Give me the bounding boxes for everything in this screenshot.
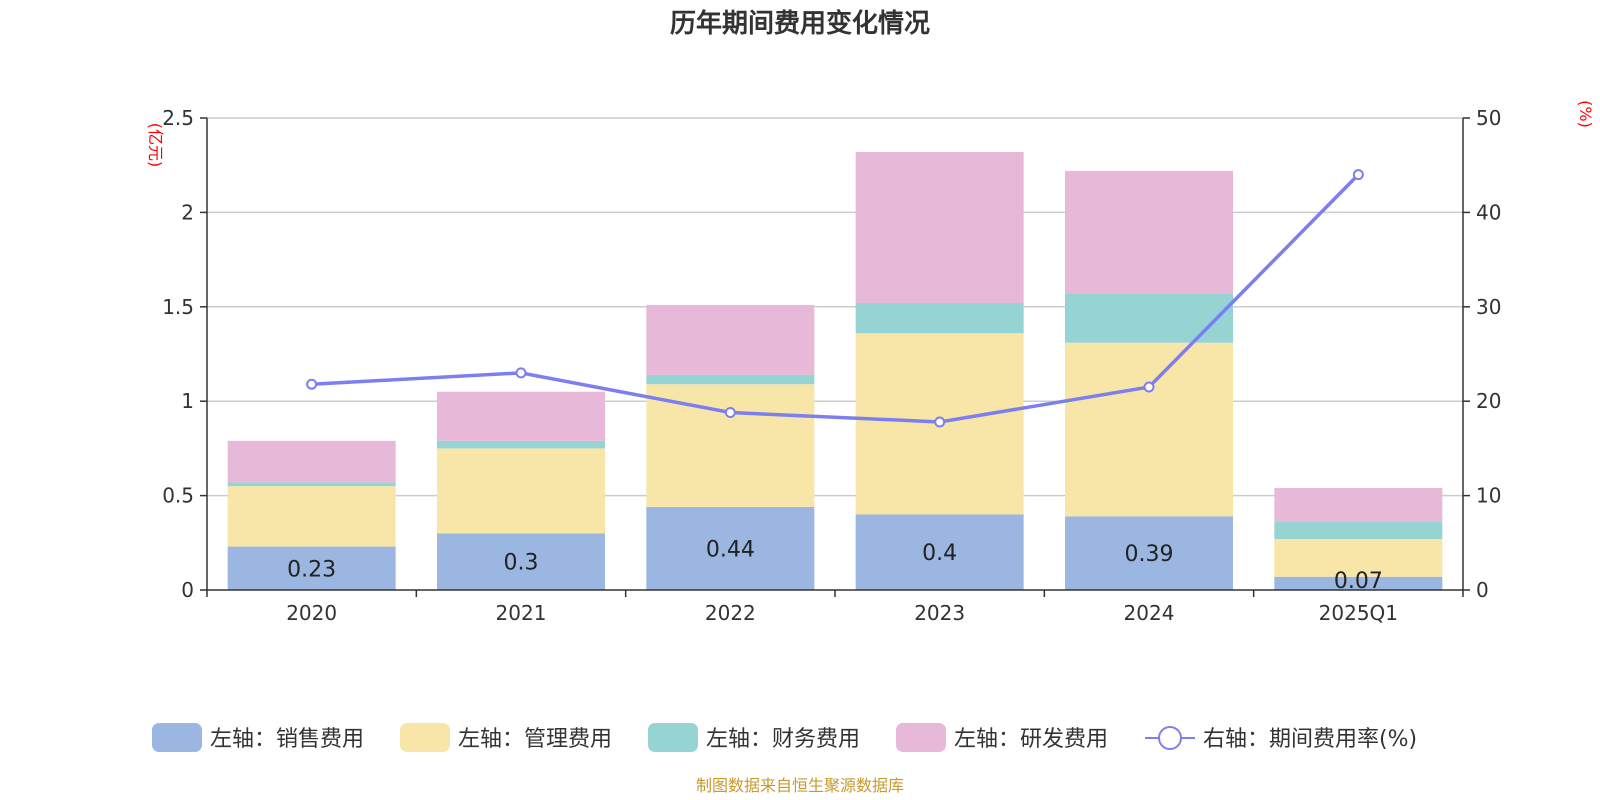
rate-line-point	[1143, 381, 1155, 393]
bar-2021-series-1	[437, 448, 605, 534]
bar-2021-series-3	[437, 391, 605, 441]
bars	[227, 151, 1443, 590]
bar-2021-series-2	[437, 440, 605, 449]
bar-2024-series-3	[1065, 170, 1233, 294]
data-label: 0.39	[1125, 542, 1174, 567]
legend-label-2: 左轴：财务费用	[706, 727, 860, 752]
bar-2022-series-0	[646, 506, 815, 590]
bar-2024-series-2	[1065, 293, 1233, 343]
left-tick-label: 2	[181, 200, 194, 224]
bar-2025Q1-series-3	[1274, 488, 1443, 523]
right-tick-label: 30	[1476, 295, 1501, 319]
right-tick-label: 0	[1476, 578, 1489, 602]
axes: 0 0.5 1 1.5 2 2.5 0 10 20 30 40 50 2020 2021 2022 2023 2…	[162, 106, 1501, 625]
left-tick-label: 1.5	[162, 295, 194, 319]
right-tick-label: 20	[1476, 389, 1501, 413]
x-tick-label: 2020	[286, 601, 337, 625]
bar-2023-series-2	[855, 303, 1024, 334]
left-tick-label: 0	[181, 578, 194, 602]
bar-2022-series-1	[646, 384, 815, 507]
rate-line-point	[934, 416, 946, 428]
x-tick-label: 2024	[1124, 601, 1175, 625]
legend-swatch-2	[648, 723, 698, 752]
right-tick-label: 40	[1476, 200, 1501, 224]
legend-label-3: 左轴：研发费用	[954, 727, 1108, 752]
rate-line-point	[1352, 169, 1364, 181]
left-tick-label: 1	[181, 389, 194, 413]
x-tick-label: 2022	[705, 601, 756, 625]
legend: 左轴：销售费用 左轴：管理费用 左轴：财务费用 左轴：研发费用 右轴：期间费用率(%)	[152, 723, 1417, 752]
x-tick-label: 2021	[496, 601, 547, 625]
bar-2025Q1-series-2	[1274, 522, 1443, 540]
chart-title: 历年期间费用变化情况	[670, 8, 930, 39]
data-label: 0.4	[922, 541, 957, 566]
data-label: 0.44	[706, 537, 755, 562]
bar-2023-series-0	[855, 514, 1024, 590]
bar-2020-series-3	[227, 440, 396, 483]
legend-swatch-0	[152, 723, 202, 752]
data-label: 0.3	[504, 551, 539, 576]
legend-swatch-3	[896, 723, 946, 752]
bar-2023-series-3	[855, 151, 1024, 304]
legend-label-1: 左轴：管理费用	[458, 727, 612, 752]
right-tick-label: 10	[1476, 484, 1501, 508]
grid-lines	[207, 117, 1463, 497]
bar-2020-series-1	[227, 486, 396, 547]
rate-line-point	[515, 367, 527, 379]
legend-marker-icon	[1158, 726, 1182, 750]
legend-swatch-1	[400, 723, 450, 752]
rate-line-path	[311, 173, 1360, 424]
x-tick-label: 2025Q1	[1319, 601, 1398, 625]
bar-2021-series-0	[437, 533, 605, 590]
source-note: 制图数据来自恒生聚源数据库	[696, 776, 904, 795]
left-tick-label: 0.5	[162, 484, 194, 508]
data-label: 0.23	[287, 557, 336, 582]
legend-label-4: 右轴：期间费用率(%)	[1203, 727, 1417, 752]
data-label: 0.07	[1334, 569, 1383, 594]
bar-2020-series-0	[227, 546, 396, 590]
bar-2025Q1-series-0	[1274, 576, 1443, 590]
x-tick-label: 2023	[914, 601, 965, 625]
bar-2024-series-0	[1065, 516, 1233, 590]
rate-line-point	[306, 378, 318, 390]
left-axis-unit: (亿元)	[146, 123, 165, 168]
bar-2025Q1-series-1	[1274, 539, 1443, 577]
bar-2020-series-2	[227, 482, 396, 487]
right-axis-unit: (%)	[1576, 100, 1595, 128]
legend-label-0: 左轴：销售费用	[210, 727, 364, 752]
bar-2024-series-1	[1065, 342, 1233, 517]
bar-2022-series-2	[646, 374, 815, 385]
rate-line	[306, 169, 1364, 428]
bar-2022-series-3	[646, 304, 815, 375]
right-tick-label: 50	[1476, 106, 1501, 130]
rate-line-point	[724, 407, 736, 419]
left-tick-label: 2.5	[162, 106, 194, 130]
data-labels: 0.23 0.3 0.44 0.4 0.39 0.07	[287, 537, 1383, 594]
